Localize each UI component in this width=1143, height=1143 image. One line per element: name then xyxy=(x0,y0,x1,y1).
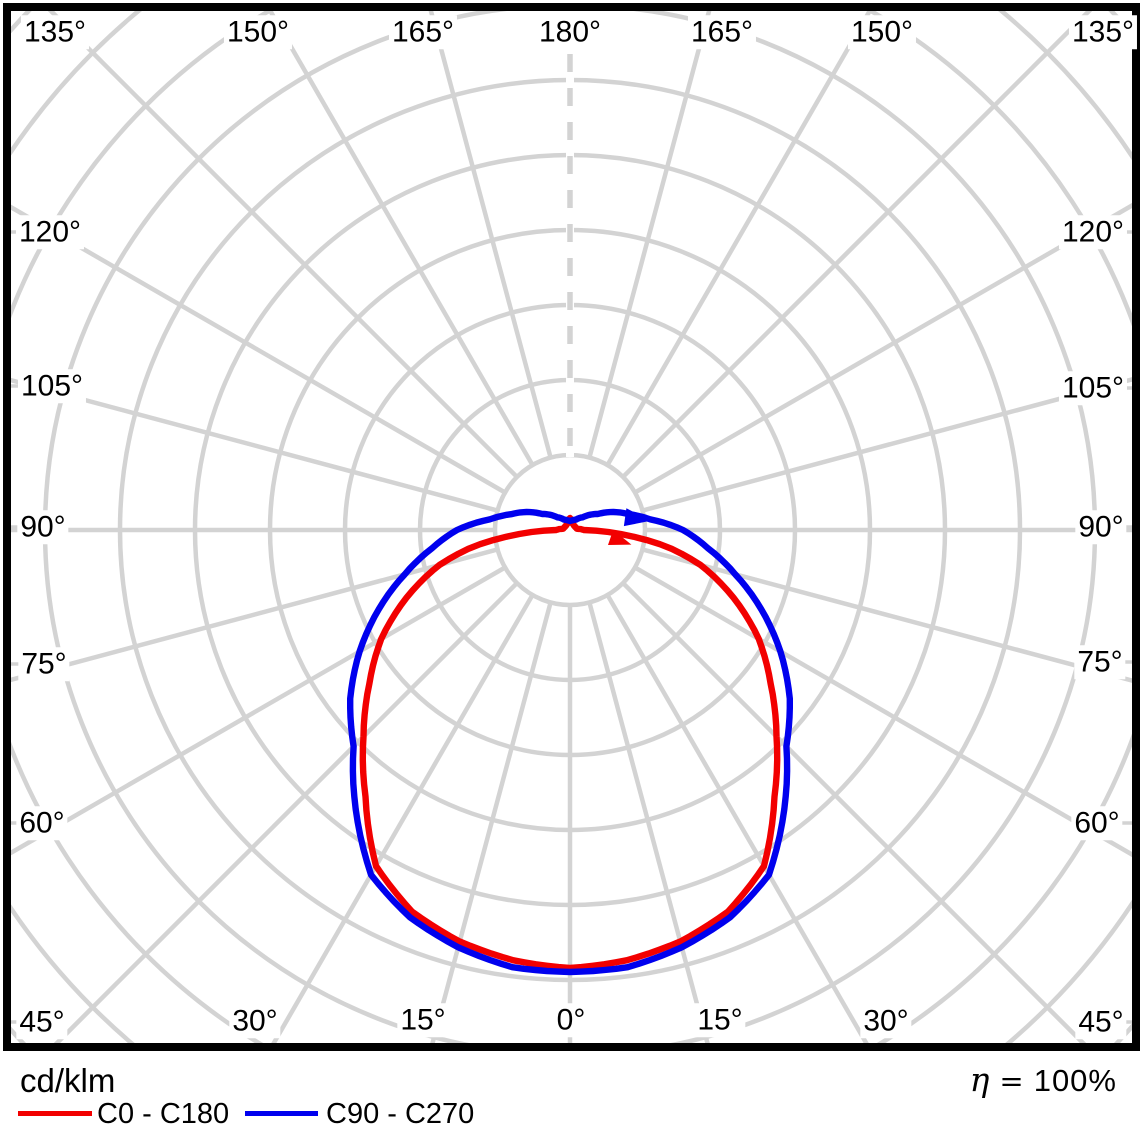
legend-swatch-C0-C180 xyxy=(18,1111,92,1116)
legend-swatch-C90-C270 xyxy=(245,1111,318,1116)
angle-label-top-135deg: 135° xyxy=(1068,15,1138,49)
angle-label-left-120deg: 120° xyxy=(15,215,85,249)
angle-label-left-105deg: 105° xyxy=(17,369,87,403)
angle-label-bottom-0deg: 0° xyxy=(553,1003,589,1037)
angle-label-right-90deg: 90° xyxy=(1075,510,1127,544)
angle-label-top-135deg: 135° xyxy=(20,15,90,49)
angle-label-top-165deg: 165° xyxy=(388,15,458,49)
radial-unit-label: cd/klm xyxy=(20,1062,116,1099)
curve-direction-arrow-icon xyxy=(607,529,632,545)
angle-label-top-150deg: 150° xyxy=(847,15,917,49)
angle-label-top-150deg: 150° xyxy=(223,15,293,49)
legend: C0 - C180 C90 - C270 xyxy=(0,1098,1143,1138)
angle-label-bottom-15deg: 15° xyxy=(694,1003,746,1037)
angle-label-right-45deg: 45° xyxy=(1075,1005,1127,1039)
angle-label-right-120deg: 120° xyxy=(1058,215,1128,249)
angle-label-bottom-30deg: 30° xyxy=(229,1004,281,1038)
legend-label-C90-C270: C90 - C270 xyxy=(326,1098,475,1130)
angle-label-right-105deg: 105° xyxy=(1058,371,1128,405)
legend-label-C0-C180: C0 - C180 xyxy=(97,1098,230,1130)
angle-label-left-90deg: 90° xyxy=(17,510,69,544)
equals-sign: = xyxy=(999,1064,1024,1098)
angle-label-right-75deg: 75° xyxy=(1074,645,1126,679)
angle-label-top-165deg: 165° xyxy=(687,15,757,49)
angle-label-left-60deg: 60° xyxy=(16,806,68,840)
curve-direction-arrow-icon xyxy=(623,508,651,527)
curve-C90-C270 xyxy=(347,508,793,976)
efficiency-label: η = 100% xyxy=(970,1060,1117,1099)
curve-C0-C180 xyxy=(359,514,781,972)
efficiency-value: 100% xyxy=(1033,1063,1117,1098)
eta-symbol: η xyxy=(969,1060,990,1099)
angle-label-left-45deg: 45° xyxy=(16,1005,68,1039)
angle-label-bottom-15deg: 15° xyxy=(397,1003,449,1037)
angle-label-bottom-30deg: 30° xyxy=(860,1004,912,1038)
angle-label-right-60deg: 60° xyxy=(1071,806,1123,840)
angle-label-top-180deg: 180° xyxy=(535,15,605,49)
angle-label-left-75deg: 75° xyxy=(18,647,70,681)
